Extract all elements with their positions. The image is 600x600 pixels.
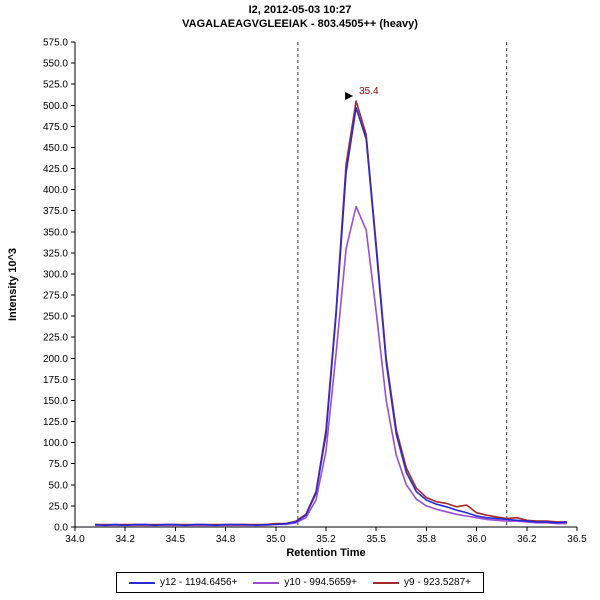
peak-annotation-label: 35.4 [359, 86, 379, 97]
x-tick-label: 35.0 [266, 534, 286, 545]
y-tick-label: 300.0 [43, 269, 68, 280]
x-tick-label: 34.2 [115, 534, 135, 545]
legend-swatch-icon [372, 581, 399, 584]
legend-label: y12 - 1194.6456+ [160, 577, 238, 588]
x-tick-label: 34.5 [166, 534, 186, 545]
x-tick-label: 36.2 [517, 534, 537, 545]
y-tick-label: 350.0 [43, 227, 68, 238]
y-tick-label: 50.0 [49, 480, 69, 491]
y-axis-title: Intensity 10^3 [7, 248, 19, 321]
x-tick-label: 36.5 [567, 534, 587, 545]
x-tick-label: 35.2 [316, 534, 336, 545]
y-tick-label: 525.0 [43, 80, 68, 91]
y-tick-label: 25.0 [49, 501, 69, 512]
peak-pointer-icon [345, 92, 354, 101]
legend-item: y9 - 923.5287+ [372, 577, 471, 588]
legend-item: y10 - 994.5659+ [253, 577, 357, 588]
series-y12 [95, 107, 568, 527]
y-tick-label: 200.0 [43, 354, 68, 365]
chart-subtitle: VAGALAEAGVGLEEIAK - 803.4505++ (heavy) [182, 18, 418, 30]
y-tick-label: 375.0 [43, 206, 68, 217]
legend-label: y10 - 994.5659+ [284, 577, 357, 588]
chromatogram-plot[interactable]: 0.0 25.0 50.0 75.0 100.0 125.0 150.0 175.0 200.0… [0, 33, 600, 563]
y-tick-label: 275.0 [43, 291, 68, 302]
x-tick-label: 35.5 [366, 534, 386, 545]
series-y9 [95, 100, 567, 526]
y-tick-label: 450.0 [43, 143, 68, 154]
x-axis-title: Retention Time [286, 547, 365, 559]
y-tick-label: 100.0 [43, 438, 68, 449]
y-tick-label: 575.0 [43, 38, 68, 49]
x-tick-label: 34.8 [216, 534, 236, 545]
y-tick-label: 500.0 [43, 101, 68, 112]
legend-swatch-icon [129, 581, 156, 584]
y-tick-label: 0.0 [54, 523, 68, 534]
y-tick-label: 125.0 [43, 417, 68, 428]
x-tick-label: 35.8 [417, 534, 437, 545]
y-tick-label: 400.0 [43, 185, 68, 196]
legend-label: y9 - 923.5287+ [403, 577, 471, 588]
y-tick-label: 75.0 [49, 459, 69, 470]
y-tick-label: 175.0 [43, 375, 68, 386]
chart-header: I2, 2012-05-03 10:27 VAGALAEAGVGLEEIAK -… [0, 3, 600, 31]
y-tick-label: 325.0 [43, 248, 68, 259]
chart-title: I2, 2012-05-03 10:27 [248, 4, 352, 16]
y-tick-label: 250.0 [43, 312, 68, 323]
legend-item: y12 - 1194.6456+ [129, 577, 237, 588]
y-tick-label: 150.0 [43, 396, 68, 407]
x-tick-label: 36.0 [467, 534, 487, 545]
x-tick-label: 34.0 [65, 534, 85, 545]
y-tick-label: 550.0 [43, 59, 68, 70]
y-tick-label: 475.0 [43, 122, 68, 133]
legend: y12 - 1194.6456+ y10 - 994.5659+ y9 - 923.… [116, 572, 484, 593]
y-tick-label: 425.0 [43, 164, 68, 175]
y-tick-label: 225.0 [43, 333, 68, 344]
legend-swatch-icon [253, 581, 280, 584]
